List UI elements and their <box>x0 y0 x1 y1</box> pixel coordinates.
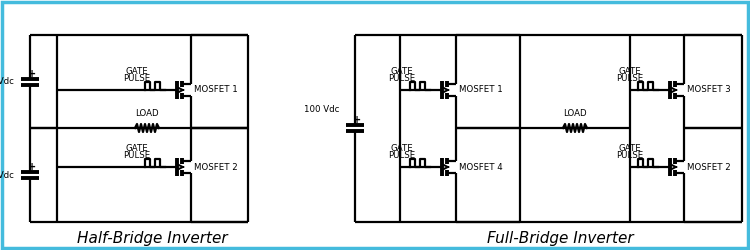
Text: +: + <box>353 115 361 125</box>
Text: GATE: GATE <box>619 67 641 76</box>
Text: PULSE: PULSE <box>388 74 416 83</box>
Text: GATE: GATE <box>125 144 148 153</box>
Text: 50 Vdc: 50 Vdc <box>0 78 14 86</box>
Text: PULSE: PULSE <box>388 151 416 160</box>
Text: +: + <box>28 162 36 172</box>
Text: 50 Vdc: 50 Vdc <box>0 170 14 179</box>
Text: +: + <box>28 69 36 79</box>
Text: MOSFET 2: MOSFET 2 <box>687 162 730 172</box>
Text: MOSFET 4: MOSFET 4 <box>459 162 503 172</box>
Text: GATE: GATE <box>125 67 148 76</box>
Text: PULSE: PULSE <box>616 74 644 83</box>
Text: 100 Vdc: 100 Vdc <box>304 106 339 114</box>
Text: MOSFET 1: MOSFET 1 <box>194 86 238 94</box>
Text: LOAD: LOAD <box>135 109 159 118</box>
Text: MOSFET 2: MOSFET 2 <box>194 162 238 172</box>
Text: PULSE: PULSE <box>123 151 151 160</box>
Text: MOSFET 3: MOSFET 3 <box>687 86 730 94</box>
Text: LOAD: LOAD <box>563 109 586 118</box>
Text: GATE: GATE <box>619 144 641 153</box>
Text: PULSE: PULSE <box>123 74 151 83</box>
Text: MOSFET 1: MOSFET 1 <box>459 86 503 94</box>
Text: Full-Bridge Inverter: Full-Bridge Inverter <box>487 232 633 246</box>
Text: PULSE: PULSE <box>616 151 644 160</box>
Text: Half-Bridge Inverter: Half-Bridge Inverter <box>76 232 227 246</box>
Text: GATE: GATE <box>391 144 413 153</box>
Text: GATE: GATE <box>391 67 413 76</box>
